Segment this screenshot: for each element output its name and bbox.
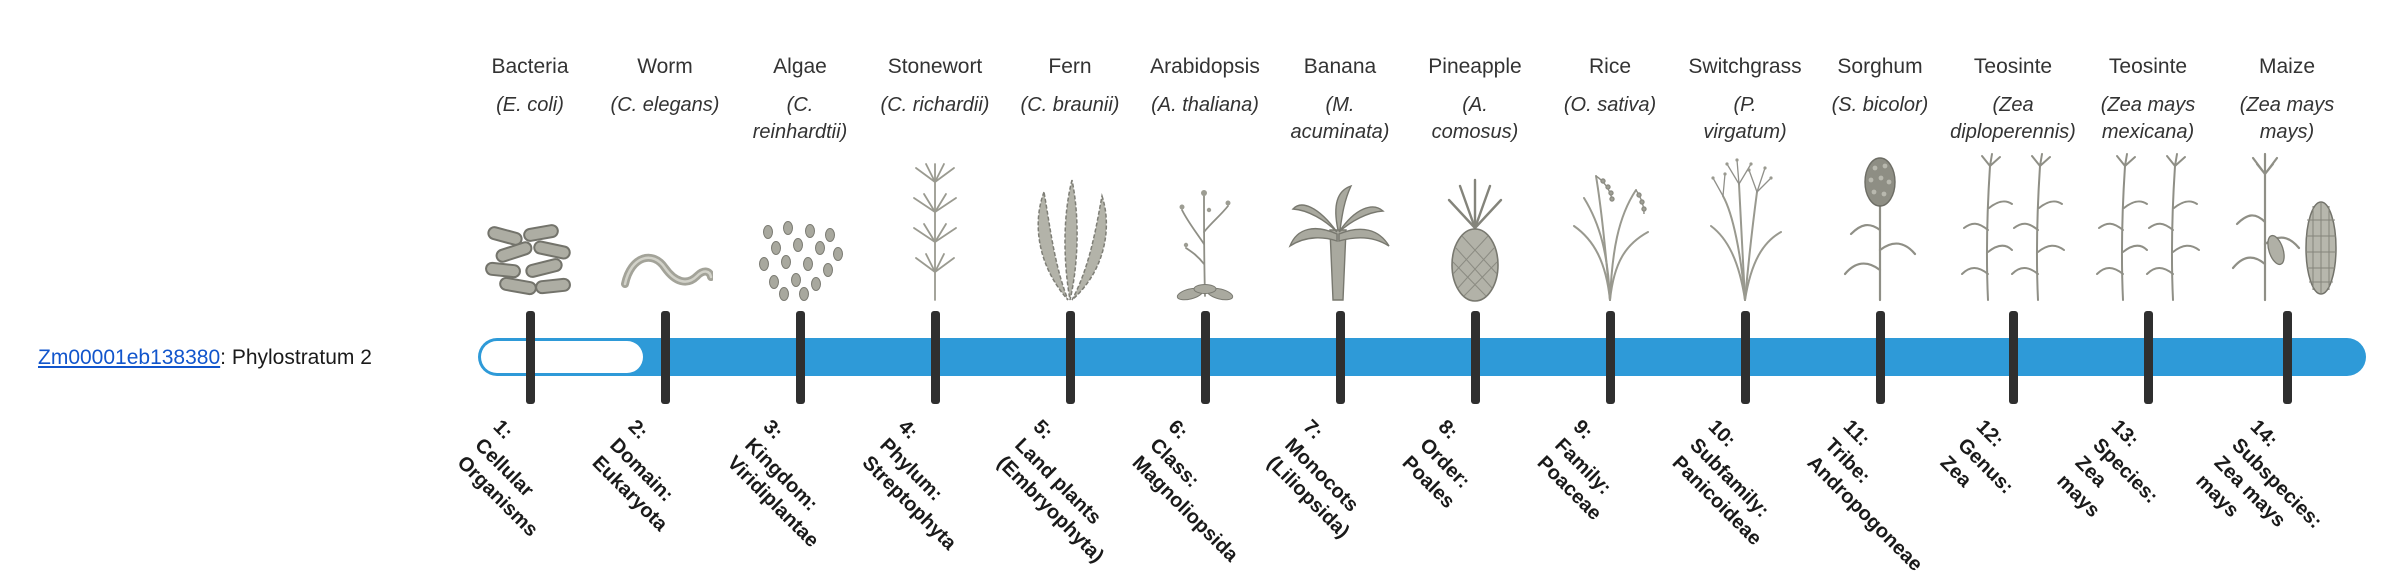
phylostratum-tick-4 [931, 311, 940, 404]
bacteria-icon [450, 150, 610, 302]
phylostratum-column-2: Worm (C. elegans) 2: Domain: Eukaryota [585, 40, 745, 570]
phylostratum-label-5: 5: Land plants (Embryophyta) [992, 415, 1108, 568]
gene-link[interactable]: Zm00001eb138380 [38, 346, 221, 369]
gene-annotation: : Phylostratum 2 [220, 346, 372, 369]
phylostratum-tick-3 [796, 311, 805, 404]
gene-label: Zm00001eb138380: Phylostratum 2 [38, 346, 372, 370]
species-common-name: Maize [2258, 55, 2316, 78]
phylostratum-column-13: Teosinte (Zea mays mexicana) 13: Species… [2052, 40, 2228, 570]
phylostratum-column-11: Sorghum (S. bicolor) 11: Tribe: Andropog… [1800, 40, 1960, 576]
species-latin-name: (C. richardii) [880, 94, 990, 116]
phylostratum-label-8: 8: Order: Poales [1397, 415, 1475, 514]
phylostratum-tick-8 [1471, 311, 1480, 404]
phylostratum-column-9: Rice (O. sativa) 9: Family: Poaceae [1530, 40, 1690, 570]
phylostratum-label-6: 6: Class: Magnoliopsida [1127, 415, 1243, 567]
sorghum-icon [1800, 150, 1960, 302]
species-latin-name: (A. comosus) [1431, 94, 1519, 143]
phylostratum-tick-10 [1741, 311, 1750, 404]
phylostratum-tick-1 [526, 311, 535, 404]
phylostratum-column-4: Stonewort (C. richardii) 4: Phylum: Stre… [855, 40, 1015, 570]
species-common-name: Sorghum [1837, 55, 1923, 78]
timeline-bar-unfilled-segment [481, 341, 643, 373]
species-common-name: Pineapple [1428, 55, 1522, 78]
phylostratum-tick-5 [1066, 311, 1075, 404]
species-common-name: Switchgrass [1688, 55, 1802, 78]
phylostratum-tick-9 [1606, 311, 1615, 404]
phylostratum-tick-12 [2009, 311, 2018, 404]
phylostratum-label-2: 2: Domain: Eukaryota [587, 415, 678, 536]
species-latin-name: (P. virgatum) [1703, 94, 1787, 143]
fern-icon [990, 150, 1150, 302]
species-latin-name: (C. elegans) [610, 94, 720, 116]
phylostratum-label-9: 9: Family: Poaceae [1532, 415, 1616, 525]
banana-icon [1260, 150, 1420, 302]
phylostratum-column-5: Fern (C. braunii) 5: Land plants (Embryo… [990, 40, 1150, 570]
phylostratum-column-10: Switchgrass (P. virgatum) 10: Subfamily:… [1665, 40, 1825, 570]
species-latin-name: (C. reinhardtii) [752, 94, 848, 143]
species-common-name: Teosinte [2108, 55, 2188, 78]
species-latin-name: (Zea mays mexicana) [2100, 94, 2196, 143]
phylostratum-label-1: 1: Cellular Organisms [452, 415, 542, 542]
species-common-name: Worm [637, 55, 693, 78]
species-common-name: Stonewort [887, 55, 983, 78]
phylostratum-column-3: Algae (C. reinhardtii) 3: Kingdom: Virid… [720, 40, 880, 570]
timeline-bar [478, 338, 2366, 376]
switchgrass-icon [1665, 150, 1825, 302]
worm-icon [585, 150, 745, 302]
phylostratum-tick-11 [1876, 311, 1885, 404]
phylostratum-label-7: 7: Monocots (Liliopsida) [1262, 415, 1363, 543]
species-latin-name: (O. sativa) [1563, 94, 1657, 116]
species-latin-name: (Zea mays mays) [2239, 94, 2335, 143]
species-common-name: Algae [773, 55, 827, 78]
species-latin-name: (A. thaliana) [1151, 94, 1259, 116]
maize-icon [2207, 150, 2367, 302]
teosinte-icon [2068, 150, 2228, 302]
phylostratum-tick-13 [2144, 311, 2153, 404]
phylostratum-label-13: 13: Species: Zea mays [2052, 415, 2163, 522]
species-common-name: Arabidopsis [1150, 55, 1260, 78]
rice-icon [1530, 150, 1690, 302]
phylostratum-label-4: 4: Phylum: Streptophyta [857, 415, 961, 555]
phylostratum-tick-2 [661, 311, 670, 404]
stonewort-icon [855, 150, 1015, 302]
arabidopsis-icon [1125, 150, 1285, 302]
species-latin-name: (Zea diploperennis) [1950, 94, 2076, 143]
phylostratum-label-14: 14: Subspecies: Zea mays mays [2191, 415, 2327, 533]
species-latin-name: (S. bicolor) [1831, 94, 1929, 116]
species-latin-name: (E. coli) [496, 94, 564, 116]
phylostratum-label-10: 10: Subfamily: Panicoideae [1667, 415, 1774, 550]
species-common-name: Banana [1303, 55, 1377, 78]
species-common-name: Teosinte [1973, 55, 2053, 78]
phylostratum-tick-14 [2283, 311, 2292, 404]
species-common-name: Bacteria [491, 55, 569, 78]
phylostratum-label-12: 12: Genus: Zea [1935, 415, 2018, 499]
teosinte-icon [1933, 150, 2093, 302]
phylostratum-column-14: Maize (Zea mays mays) 14: Subspecies: Ze… [2191, 40, 2367, 570]
phylostratum-column-12: Teosinte (Zea diploperennis) 12: Genus: … [1933, 40, 2093, 570]
pineapple-icon [1395, 150, 1555, 302]
species-common-name: Fern [1048, 55, 1092, 78]
phylostratum-column-1: Bacteria (E. coli) 1: Cellular Organisms [450, 40, 610, 570]
phylostratum-tick-7 [1336, 311, 1345, 404]
phylostratum-column-8: Pineapple (A. comosus) 8: Order: Poales [1395, 40, 1555, 570]
phylostratum-column-6: Arabidopsis (A. thaliana) 6: Class: Magn… [1125, 40, 1285, 570]
species-latin-name: (M. acuminata) [1290, 94, 1390, 143]
phylostratum-tick-6 [1201, 311, 1210, 404]
species-latin-name: (C. braunii) [1020, 94, 1120, 116]
phylostratum-label-3: 3: Kingdom: Viridiplantae [722, 415, 823, 553]
species-common-name: Rice [1588, 55, 1631, 78]
algae-icon [720, 150, 880, 302]
phylostratum-column-7: Banana (M. acuminata) 7: Monocots (Lilio… [1260, 40, 1420, 570]
